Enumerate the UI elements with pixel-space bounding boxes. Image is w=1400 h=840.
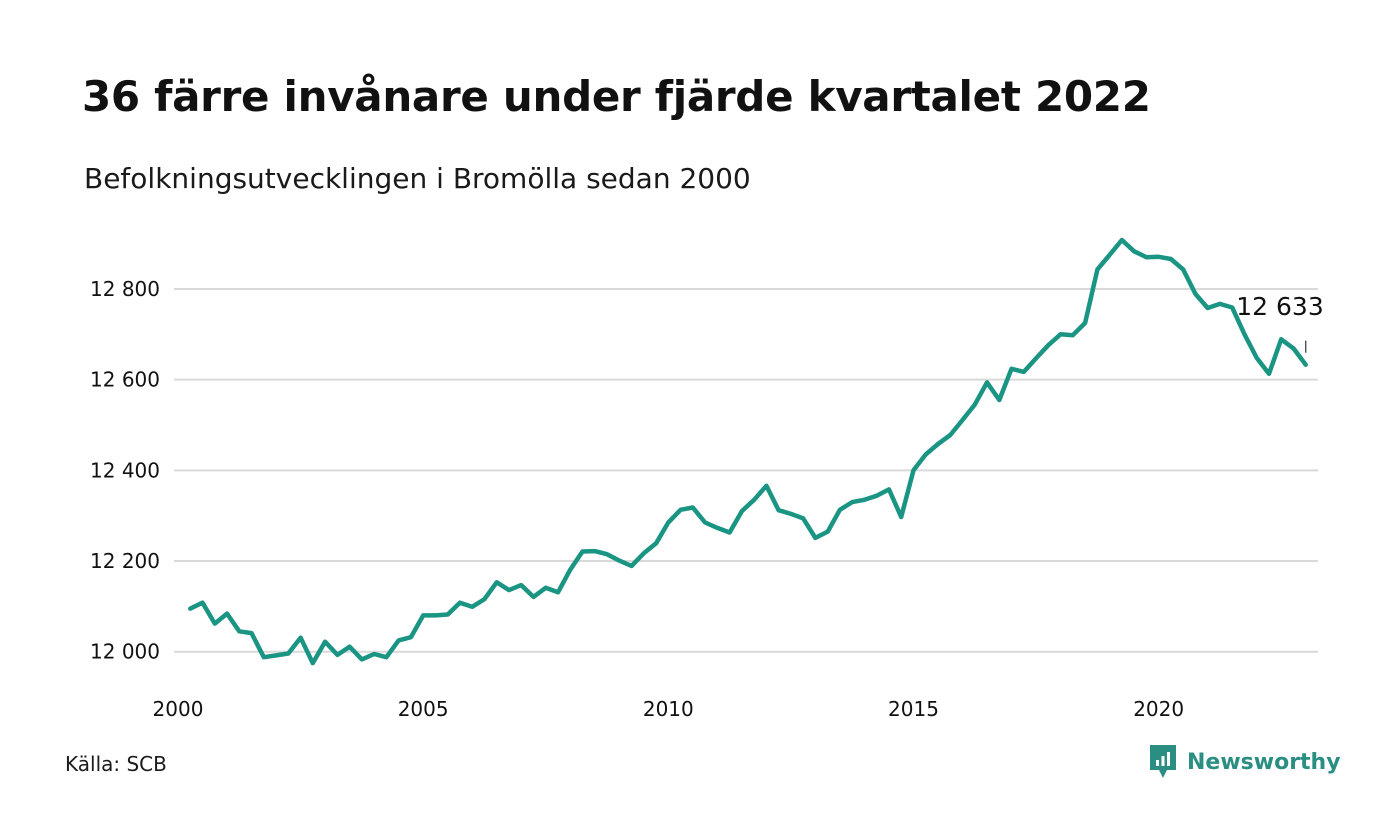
- y-tick-label: 12 200: [90, 549, 160, 573]
- y-tick-label: 12 600: [90, 368, 160, 392]
- newsworthy-logo-icon: [1150, 745, 1176, 778]
- y-tick-label: 12 800: [90, 277, 160, 301]
- y-tick-label: 12 400: [90, 458, 160, 482]
- grid-lines: [174, 287, 1318, 653]
- newsworthy-logo[interactable]: Newsworthy: [1148, 743, 1341, 781]
- x-tick-label: 2020: [1133, 697, 1184, 721]
- end-value-label: 12 633: [1236, 292, 1323, 321]
- x-axis-labels: 2000 2005 2010 2015 2020: [153, 697, 1185, 721]
- annotation-layer: 12 633: [1236, 292, 1324, 353]
- y-tick-label: 12 000: [90, 640, 160, 664]
- chart-subtitle: Befolkningsutvecklingen i Bromölla sedan…: [84, 162, 751, 195]
- source-note: Källa: SCB: [65, 752, 167, 776]
- x-tick-label: 2010: [643, 697, 694, 721]
- chart-title: 36 färre invånare under fjärde kvartalet…: [82, 72, 1151, 121]
- x-tick-label: 2000: [153, 697, 204, 721]
- newsworthy-logo-text: Newsworthy: [1187, 749, 1341, 775]
- series-layer: [188, 237, 1308, 666]
- x-tick-label: 2005: [398, 697, 449, 721]
- y-axis-labels: 12 000 12 200 12 400 12 600 12 800: [90, 277, 160, 664]
- series-line: [188, 237, 1308, 666]
- x-tick-label: 2015: [888, 697, 939, 721]
